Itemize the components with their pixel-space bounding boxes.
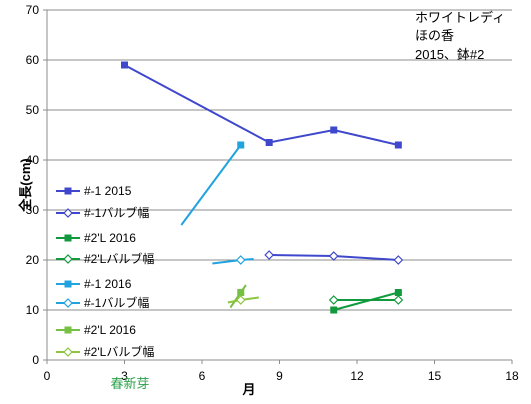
legend-marker-7 bbox=[63, 347, 73, 357]
legend-marker-6 bbox=[64, 326, 72, 334]
chart-title: ホワイトレディ ほの香 2015、鉢#2 bbox=[415, 10, 505, 62]
x-tick-label-0: 0 bbox=[44, 369, 51, 383]
legend-label-5: #-1バルブ幅 bbox=[84, 295, 149, 310]
legend-marker-2 bbox=[64, 234, 72, 242]
data-markers bbox=[121, 61, 404, 314]
legend-label-0: #-1 2015 bbox=[84, 184, 132, 198]
legend-marker-0 bbox=[64, 187, 72, 195]
legend-label-7: #2'Lバルブ幅 bbox=[84, 344, 154, 359]
y-tick-label-0: 0 bbox=[32, 353, 39, 367]
data-point-9 bbox=[328, 295, 339, 305]
data-point-2 bbox=[330, 126, 338, 134]
data-point-1 bbox=[265, 139, 273, 146]
data-point-10 bbox=[393, 295, 404, 305]
x-tick-labels: 0 3 6 9 12 15 18 bbox=[44, 369, 519, 383]
data-point-8 bbox=[394, 289, 402, 296]
x-tick-label-1: 3 bbox=[121, 369, 128, 383]
data-point-12 bbox=[235, 255, 246, 265]
series-line-0 bbox=[124, 64, 399, 146]
y-axis-label: 全長(cm) bbox=[18, 158, 33, 212]
y-tick-label-1: 10 bbox=[26, 303, 40, 317]
annotation-label: 春新芽 bbox=[110, 376, 149, 391]
axes bbox=[43, 9, 513, 364]
title-line-1: ホワイトレディ bbox=[415, 10, 505, 25]
y-tick-label-6: 60 bbox=[26, 53, 40, 67]
data-point-11 bbox=[237, 141, 245, 149]
x-tick-label-5: 15 bbox=[428, 369, 442, 383]
legend-marker-1 bbox=[63, 208, 73, 218]
title-line-2: ほの香 bbox=[415, 28, 454, 43]
data-point-13 bbox=[237, 289, 245, 296]
y-tick-label-5: 50 bbox=[26, 103, 40, 117]
legend-label-4: #-1 2016 bbox=[84, 277, 132, 291]
legend-marker-5 bbox=[63, 298, 73, 308]
y-tick-labels: 0 10 20 30 40 50 60 70 bbox=[26, 3, 40, 367]
y-tick-label-7: 70 bbox=[26, 3, 40, 17]
x-tick-label-3: 9 bbox=[276, 369, 283, 383]
y-tick-label-2: 20 bbox=[26, 253, 40, 267]
data-point-4 bbox=[264, 250, 275, 260]
data-point-3 bbox=[394, 141, 402, 149]
x-tick-label-4: 12 bbox=[350, 369, 364, 383]
legend-label-2: #2'L 2016 bbox=[84, 231, 136, 245]
legend-marker-3 bbox=[63, 254, 73, 264]
legend-label-6: #2'L 2016 bbox=[84, 323, 136, 337]
title-line-3: 2015、鉢#2 bbox=[415, 47, 484, 62]
data-point-0 bbox=[121, 61, 128, 69]
series-line-4 bbox=[180, 144, 242, 226]
y-tick-label-3: 30 bbox=[26, 203, 40, 217]
x-tick-label-6: 18 bbox=[505, 369, 519, 383]
x-axis-label: 月 bbox=[241, 382, 255, 397]
x-tick-label-2: 6 bbox=[199, 369, 206, 383]
series-line-2 bbox=[333, 291, 399, 311]
legend: #-1 2015 #-1バルブ幅 #2'L 2016 #2'Lバルブ幅 #-1 2016… bbox=[56, 184, 154, 359]
legend-label-1: #-1バルブ幅 bbox=[84, 205, 149, 220]
data-point-7 bbox=[330, 306, 338, 314]
y-tick-label-4: 40 bbox=[26, 153, 40, 167]
data-point-5 bbox=[328, 251, 339, 261]
grid-lines bbox=[47, 9, 512, 311]
legend-label-3: #2'Lバルブ幅 bbox=[84, 251, 154, 266]
data-point-6 bbox=[393, 255, 404, 265]
legend-marker-4 bbox=[64, 280, 72, 288]
data-point-14 bbox=[235, 295, 246, 305]
